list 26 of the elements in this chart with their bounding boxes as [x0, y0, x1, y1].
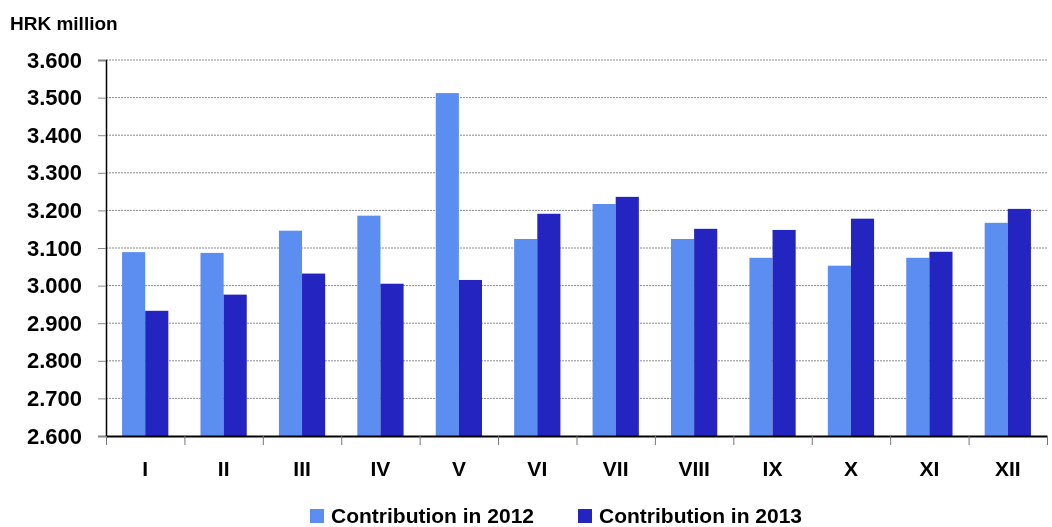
y-tick-label: 2.900 — [26, 310, 82, 336]
x-tick-label: XII — [994, 456, 1021, 480]
x-tick-label: IV — [370, 456, 391, 480]
y-tick-label: 2.700 — [26, 385, 82, 411]
y-tick-label: 3.200 — [26, 197, 82, 223]
y-tick-label: 2.800 — [26, 348, 82, 374]
y-tick-label: 3.400 — [26, 122, 82, 148]
x-tick-label: VI — [527, 456, 548, 480]
legend-label: Contribution in 2013 — [599, 504, 803, 527]
legend-label: Contribution in 2012 — [330, 504, 534, 527]
x-tick-label: III — [293, 456, 311, 480]
y-tick-label: 3.500 — [26, 85, 82, 111]
x-tick-label: I — [142, 456, 149, 480]
x-tick-label: XI — [919, 456, 940, 480]
y-axis-title: HRK million — [10, 13, 118, 34]
x-tick-label: VII — [602, 456, 629, 480]
y-tick-label: 2.600 — [26, 423, 82, 449]
y-tick-label: 3.600 — [26, 47, 82, 73]
y-tick-label: 3.000 — [26, 273, 82, 299]
x-tick-label: V — [451, 456, 466, 480]
y-tick-label: 3.300 — [26, 160, 82, 186]
y-tick-label: 3.100 — [26, 235, 82, 261]
x-tick-label: II — [217, 456, 230, 480]
x-tick-label: VIII — [678, 456, 710, 480]
x-tick-label: IX — [762, 456, 783, 480]
x-tick-label: X — [843, 456, 858, 480]
